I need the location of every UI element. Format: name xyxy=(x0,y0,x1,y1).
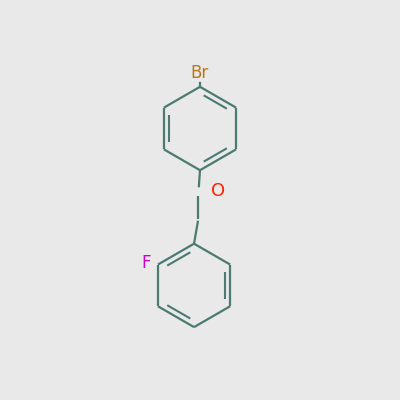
Text: O: O xyxy=(211,182,225,200)
Text: Br: Br xyxy=(191,64,209,82)
Text: F: F xyxy=(141,254,151,272)
